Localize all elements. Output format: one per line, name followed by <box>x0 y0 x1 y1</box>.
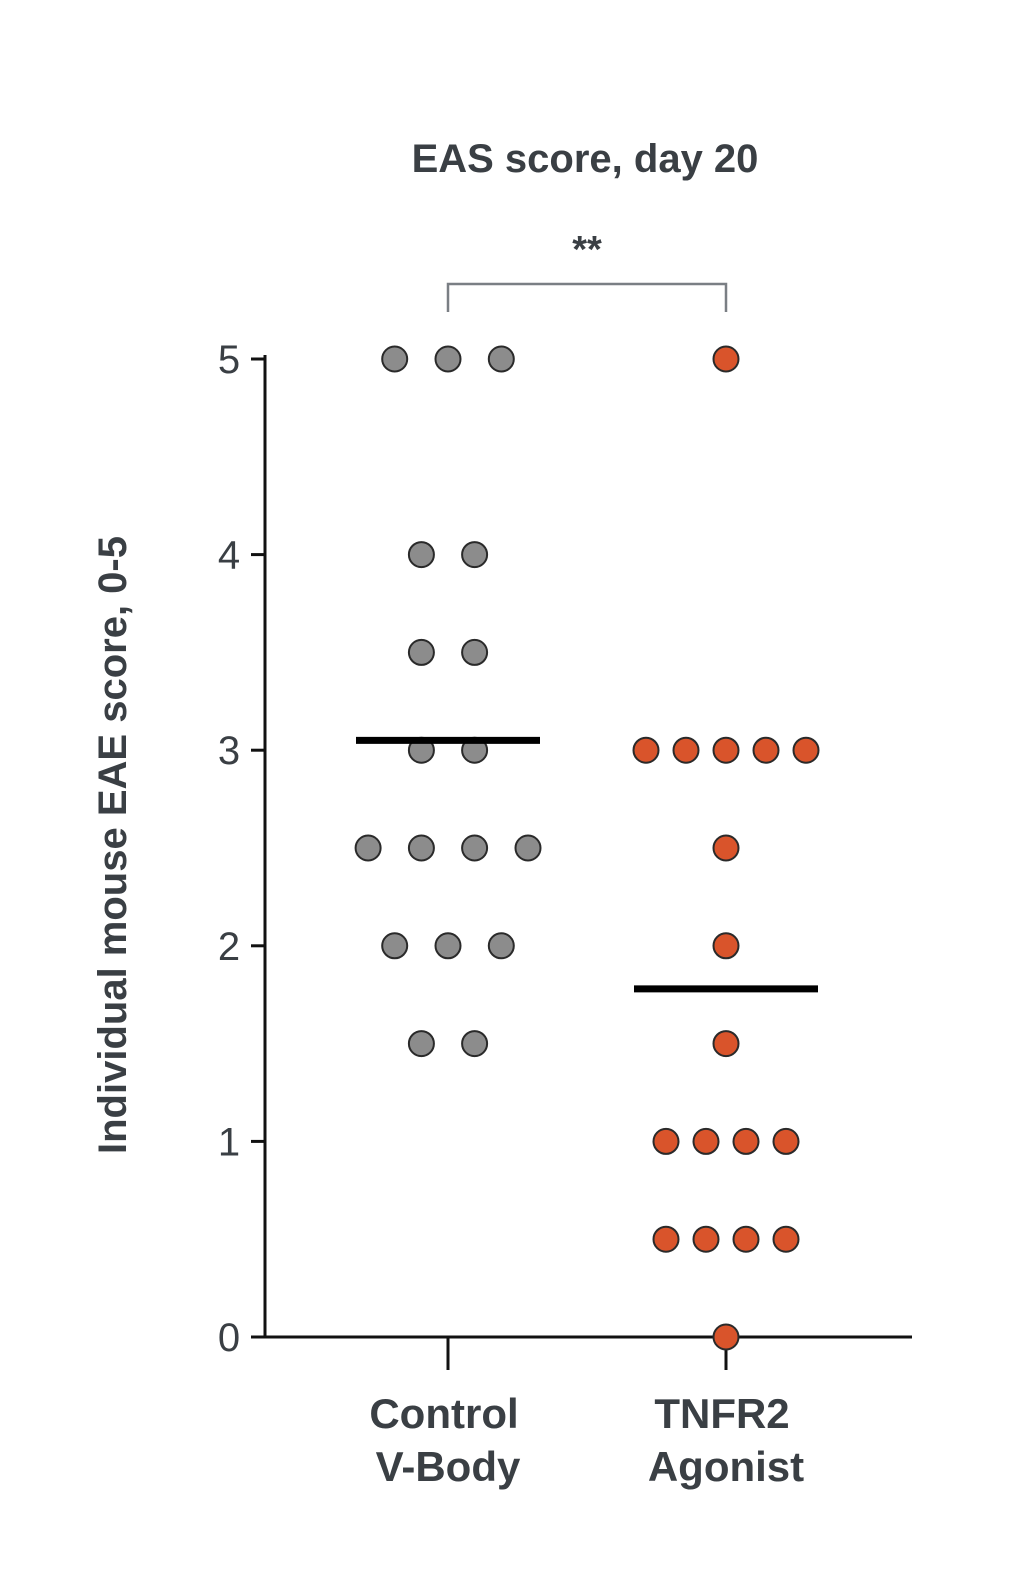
data-point <box>407 541 435 569</box>
data-point <box>381 345 409 373</box>
data-point <box>407 638 435 666</box>
data-point <box>772 1127 800 1155</box>
category-label-line2: V-Body <box>376 1443 521 1490</box>
data-point <box>772 1225 800 1253</box>
data-point <box>487 345 515 373</box>
category-label-line1: Control <box>369 1390 518 1437</box>
bracket-line <box>446 282 728 312</box>
data-point <box>732 1127 760 1155</box>
y-axis-ticks: 0 1 2 3 4 5 <box>218 338 265 1360</box>
data-point <box>712 1030 740 1058</box>
significance-label: ** <box>572 229 602 271</box>
data-point <box>752 736 780 764</box>
data-point <box>712 1323 740 1351</box>
chart-title: EAS score, day 20 <box>412 137 759 181</box>
data-point <box>712 345 740 373</box>
data-point <box>514 834 542 862</box>
y-tick-label: 5 <box>218 338 240 382</box>
data-point <box>434 345 462 373</box>
data-point <box>732 1225 760 1253</box>
data-point <box>381 932 409 960</box>
category-label-line1: TNFR2 <box>654 1390 789 1437</box>
x-axis-ticks: Control V-Body TNFR2 Agonist <box>369 1337 804 1490</box>
data-point <box>461 541 489 569</box>
data-point <box>407 834 435 862</box>
y-tick-label: 2 <box>218 925 240 969</box>
category-label-line2: Agonist <box>648 1443 804 1490</box>
data-point <box>652 1127 680 1155</box>
axes <box>263 355 912 1339</box>
data-point <box>434 932 462 960</box>
data-point <box>487 932 515 960</box>
data-point <box>407 1030 435 1058</box>
data-point <box>672 736 700 764</box>
y-axis-label: Individual mouse EAE score, 0-5 <box>91 536 135 1154</box>
data-points <box>354 345 820 1351</box>
data-point <box>692 1225 720 1253</box>
data-point <box>461 1030 489 1058</box>
y-tick-label: 4 <box>218 534 240 578</box>
data-point <box>712 736 740 764</box>
data-point <box>792 736 820 764</box>
data-point <box>692 1127 720 1155</box>
y-tick-label: 3 <box>218 729 240 773</box>
y-tick-label: 0 <box>218 1316 240 1360</box>
data-point <box>712 932 740 960</box>
data-point <box>712 834 740 862</box>
significance-bracket <box>446 282 728 312</box>
data-point <box>632 736 660 764</box>
y-tick-label: 1 <box>218 1120 240 1164</box>
data-point <box>652 1225 680 1253</box>
data-point <box>354 834 382 862</box>
mean-lines <box>356 736 818 993</box>
data-point <box>461 834 489 862</box>
data-point <box>461 638 489 666</box>
